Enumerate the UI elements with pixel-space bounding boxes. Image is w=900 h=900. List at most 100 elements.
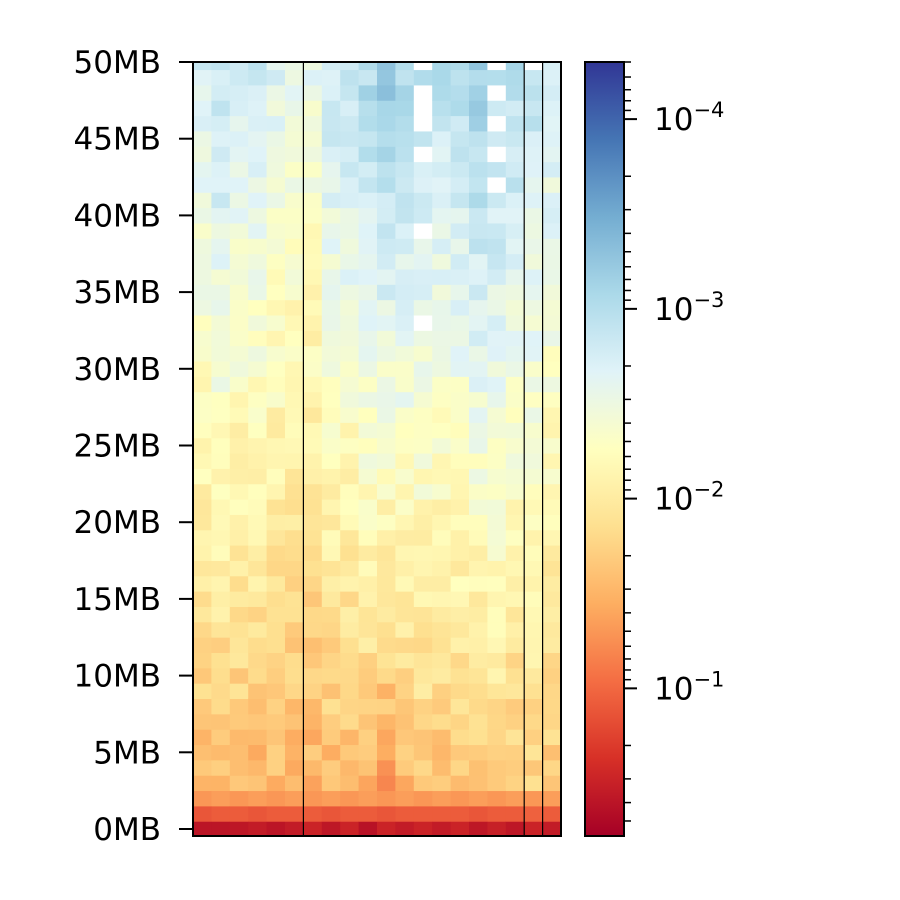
- heatmap-cell: [248, 453, 267, 469]
- heatmap-cell: [542, 499, 562, 515]
- heatmap-cell: [505, 805, 525, 822]
- heatmap-cell: [321, 407, 341, 423]
- heatmap-cell: [413, 238, 433, 255]
- heatmap-cell: [358, 146, 378, 163]
- heatmap-cell: [303, 269, 323, 285]
- heatmap-cell: [266, 437, 286, 454]
- heatmap-cell: [303, 529, 323, 546]
- heatmap-cell: [321, 621, 341, 638]
- heatmap-cell: [469, 821, 488, 837]
- heatmap-cell: [266, 483, 286, 500]
- heatmap-cell: [377, 100, 396, 117]
- heatmap-cell: [248, 483, 267, 500]
- heatmap-cell: [321, 391, 341, 408]
- heatmap-cell: [450, 468, 470, 485]
- heatmap-cell: [487, 529, 507, 546]
- heatmap-cell: [487, 591, 507, 607]
- heatmap-cell: [321, 805, 341, 822]
- heatmap-cell: [524, 269, 543, 285]
- heatmap-cell: [395, 69, 415, 86]
- heatmap-cell: [377, 453, 396, 469]
- heatmap-cell: [505, 560, 525, 577]
- heatmap-cell: [395, 407, 415, 423]
- heatmap-cell: [321, 453, 341, 469]
- heatmap-cell: [193, 330, 212, 347]
- heatmap-cell: [395, 713, 415, 730]
- heatmap-cell: [285, 775, 304, 792]
- heatmap-cell: [395, 238, 415, 255]
- heatmap-cell: [211, 62, 231, 71]
- heatmap-cell: [285, 713, 304, 730]
- heatmap-cell: [285, 62, 304, 71]
- heatmap-cell: [358, 805, 378, 822]
- heatmap-cell: [450, 361, 470, 377]
- heatmap-cell: [432, 391, 451, 408]
- heatmap-cell: [340, 269, 359, 285]
- heatmap-cell: [487, 115, 507, 132]
- heatmap-cell: [229, 253, 249, 270]
- heatmap-cell: [395, 284, 415, 301]
- heatmap-cell: [340, 545, 359, 561]
- heatmap-cell: [377, 177, 396, 193]
- heatmap-cell: [340, 238, 359, 255]
- heatmap-cell: [340, 637, 359, 653]
- heatmap-cell: [450, 238, 470, 255]
- heatmap-cell: [487, 514, 507, 531]
- y-tick-label: 40MB: [74, 198, 161, 234]
- heatmap-cell: [524, 376, 543, 393]
- heatmap-cell: [505, 62, 525, 71]
- heatmap-cell: [395, 453, 415, 469]
- heatmap-cell: [505, 713, 525, 730]
- heatmap-cell: [542, 591, 562, 607]
- heatmap-cell: [450, 407, 470, 423]
- heatmap-cell: [248, 345, 267, 362]
- heatmap-cell: [211, 775, 231, 792]
- heatmap-cell: [321, 499, 341, 515]
- heatmap-cell: [340, 560, 359, 577]
- heatmap-cell: [413, 545, 433, 561]
- heatmap-cell: [413, 775, 433, 792]
- heatmap-cell: [505, 437, 525, 454]
- heatmap-cell: [377, 299, 396, 316]
- heatmap-cell: [377, 591, 396, 607]
- heatmap-cell: [505, 238, 525, 255]
- heatmap-cell: [377, 483, 396, 500]
- heatmap-cell: [450, 223, 470, 239]
- heatmap-cell: [469, 591, 488, 607]
- heatmap-cell: [487, 62, 507, 71]
- heatmap-cell: [358, 468, 378, 485]
- heatmap-cell: [413, 269, 433, 285]
- heatmap-cell: [358, 69, 378, 86]
- heatmap-cell: [248, 652, 267, 669]
- heatmap-cell: [358, 315, 378, 331]
- heatmap-cell: [377, 698, 396, 715]
- heatmap-cell: [450, 269, 470, 285]
- heatmap-cell: [211, 437, 231, 454]
- heatmap-cell: [229, 499, 249, 515]
- heatmap-cell: [413, 514, 433, 531]
- heatmap-cell: [340, 483, 359, 500]
- heatmap-cell: [395, 253, 415, 270]
- heatmap-cell: [450, 683, 470, 700]
- heatmap-cell: [229, 453, 249, 469]
- heatmap-cell: [285, 652, 304, 669]
- heatmap-cell: [432, 729, 451, 746]
- heatmap-cell: [193, 514, 212, 531]
- heatmap-cell: [432, 437, 451, 454]
- heatmap-cell: [266, 115, 286, 132]
- heatmap-cell: [450, 422, 470, 439]
- heatmap-cell: [193, 131, 212, 147]
- heatmap-cell: [395, 759, 415, 776]
- heatmap-cell: [321, 422, 341, 439]
- heatmap-cell: [487, 790, 507, 807]
- heatmap-cell: [358, 759, 378, 776]
- heatmap-cell: [285, 407, 304, 423]
- heatmap-cell: [248, 514, 267, 531]
- heatmap-cell: [285, 591, 304, 607]
- heatmap-cell: [395, 575, 415, 592]
- heatmap-cell: [524, 499, 543, 515]
- heatmap-cell: [211, 391, 231, 408]
- colorbar-gradient: [585, 62, 624, 836]
- heatmap-cell: [432, 376, 451, 393]
